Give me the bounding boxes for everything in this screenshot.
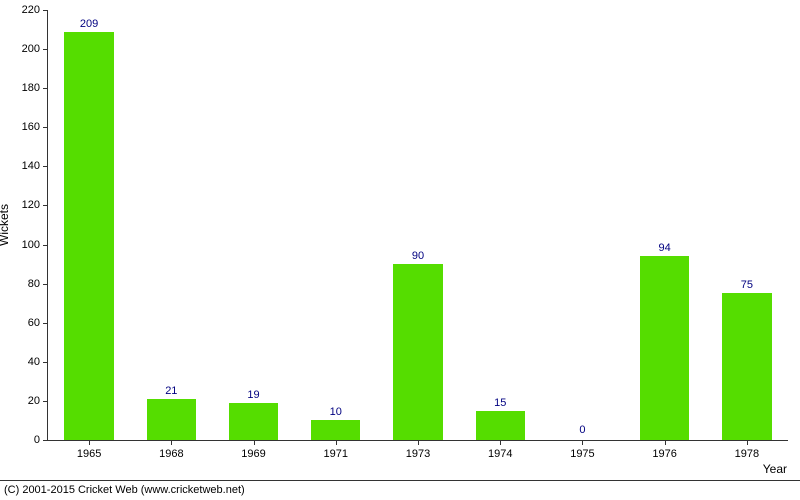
bar-value-label: 90 xyxy=(412,250,424,264)
bar: 15 xyxy=(476,411,525,440)
y-tick-label: 40 xyxy=(28,356,48,368)
y-tick-label: 80 xyxy=(28,278,48,290)
chart-stage: 0204060801001201401601802002201965209196… xyxy=(0,0,800,500)
x-axis-title: Year xyxy=(763,462,787,476)
bar-value-label: 94 xyxy=(659,242,671,256)
bar-value-label: 0 xyxy=(579,424,585,438)
y-tick-label: 160 xyxy=(22,121,48,133)
y-tick-label: 180 xyxy=(22,82,48,94)
x-tick-label: 1976 xyxy=(652,440,676,460)
y-axis-title: Wickets xyxy=(0,204,11,246)
x-tick-label: 1978 xyxy=(735,440,759,460)
plot-area: 0204060801001201401601802002201965209196… xyxy=(47,10,788,441)
footer-divider xyxy=(0,480,800,481)
bar: 209 xyxy=(64,32,113,441)
bar-value-label: 209 xyxy=(80,18,98,32)
bar: 19 xyxy=(229,403,278,440)
bar: 10 xyxy=(311,420,360,440)
bar: 90 xyxy=(393,264,442,440)
x-tick-label: 1974 xyxy=(488,440,512,460)
y-tick-label: 100 xyxy=(22,239,48,251)
bar-value-label: 19 xyxy=(247,389,259,403)
y-tick-label: 20 xyxy=(28,395,48,407)
y-tick-label: 200 xyxy=(22,43,48,55)
bar: 75 xyxy=(722,293,771,440)
bar-value-label: 15 xyxy=(494,397,506,411)
x-tick-label: 1971 xyxy=(324,440,348,460)
bar: 94 xyxy=(640,256,689,440)
x-tick-label: 1973 xyxy=(406,440,430,460)
y-tick-label: 140 xyxy=(22,160,48,172)
x-tick-label: 1975 xyxy=(570,440,594,460)
x-tick-label: 1969 xyxy=(241,440,265,460)
y-tick-label: 60 xyxy=(28,317,48,329)
x-tick-label: 1965 xyxy=(77,440,101,460)
bar-value-label: 75 xyxy=(741,279,753,293)
bar-value-label: 10 xyxy=(330,406,342,420)
bar: 21 xyxy=(147,399,196,440)
y-tick-label: 0 xyxy=(34,434,48,446)
y-tick-label: 120 xyxy=(22,199,48,211)
footer-copyright: (C) 2001-2015 Cricket Web (www.cricketwe… xyxy=(4,484,245,496)
y-tick-label: 220 xyxy=(22,4,48,16)
x-tick-label: 1968 xyxy=(159,440,183,460)
bar-value-label: 21 xyxy=(165,385,177,399)
